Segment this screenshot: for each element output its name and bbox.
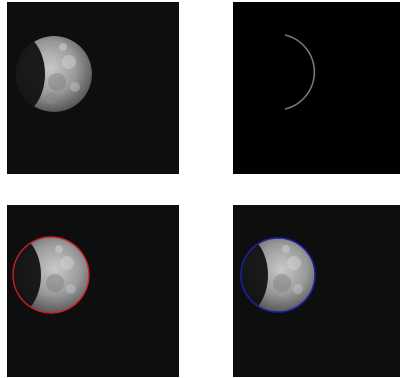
terminator-shadow bbox=[16, 36, 45, 112]
terminator-shadow bbox=[241, 238, 268, 312]
panel-background bbox=[233, 2, 400, 174]
terminator-shadow bbox=[13, 237, 41, 313]
planet-blue-fit-image bbox=[233, 205, 400, 377]
red-circle-fit-panel bbox=[7, 205, 179, 377]
planet-disc bbox=[16, 36, 92, 112]
planet-red-fit-image bbox=[7, 205, 179, 377]
edge-detection-panel bbox=[233, 2, 400, 174]
edge-image bbox=[233, 2, 400, 174]
planet-disc bbox=[241, 238, 315, 312]
original-image-panel bbox=[7, 2, 179, 174]
limb-edge-arc bbox=[284, 34, 316, 110]
planet-disc bbox=[13, 237, 89, 313]
fitted-circle-red bbox=[12, 236, 90, 314]
planet-image bbox=[7, 2, 179, 174]
fitted-circle-blue bbox=[240, 237, 316, 313]
blue-circle-fit-panel bbox=[233, 205, 400, 377]
